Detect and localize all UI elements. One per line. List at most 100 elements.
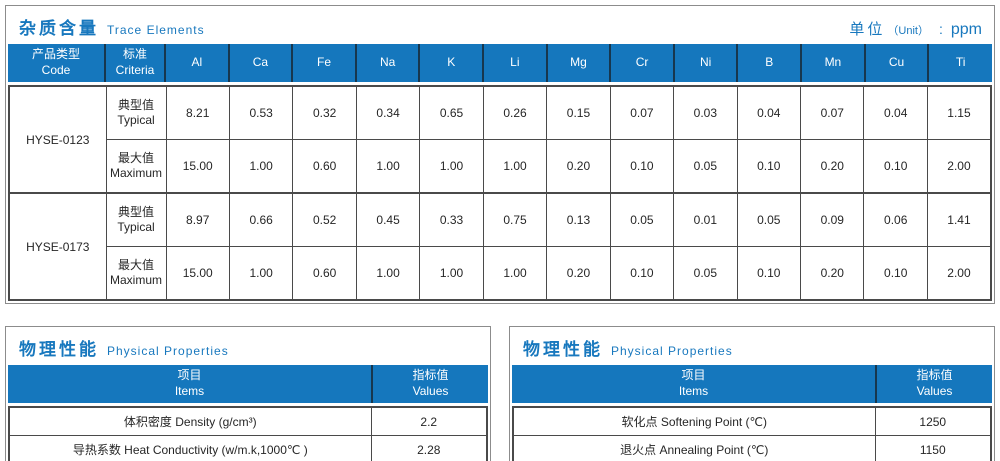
col-header-code-cn: 产品类型 [31, 47, 80, 61]
table-row: 最大值 Maximum 15.00 1.00 0.60 1.00 1.00 1.… [9, 246, 992, 301]
value-cell: 15.00 [165, 139, 230, 194]
value-cell: 0.32 [292, 85, 357, 141]
physical-left-header: 项目 Items 指标值 Values [8, 365, 488, 404]
table-row: HYSE-0123 典型值 Typical 8.21 0.53 0.32 0.3… [8, 85, 992, 194]
criteria-en: Typical [117, 220, 155, 235]
physical-left-title-cn: 物理性能 [19, 340, 99, 360]
col-header-values-en: Values [916, 383, 953, 398]
value-cell: 0.15 [546, 85, 611, 141]
col-header-values: 指标值 Values [372, 365, 488, 404]
unit-value: ppm [950, 21, 982, 38]
col-header-criteria-en: Criteria [115, 62, 155, 77]
physical-left-title: 物理性能 Physical Properties [19, 335, 229, 360]
col-header-values-cn: 指标值 [916, 368, 953, 383]
value-cell: 0.10 [609, 139, 675, 194]
property-item-cell: 体积密度 Density (g/cm³) [8, 406, 372, 437]
physical-right-title-en: Physical Properties [611, 344, 733, 359]
criteria-cn: 最大值 [117, 257, 154, 272]
col-header-element: Cu [864, 44, 930, 83]
col-header-items-cn: 项目 [681, 368, 706, 383]
value-cell: 0.10 [736, 246, 802, 301]
value-cell: 0.05 [736, 192, 802, 248]
physical-right-body: 软化点 Softening Point (℃) 1250 退火点 Anneali… [512, 406, 992, 461]
value-cell: 0.65 [419, 85, 484, 141]
physical-left-body: 体积密度 Density (g/cm³) 2.2 导热系数 Heat Condu… [8, 406, 488, 461]
col-header-code-en: Code [41, 62, 71, 77]
physical-properties-left-section: 物理性能 Physical Properties 项目 Items 指标值 Val… [5, 326, 491, 461]
property-item-cell: 导热系数 Heat Conductivity (w/m.k,1000℃ ) [8, 435, 372, 461]
criteria-cell: 典型值 Typical [105, 85, 167, 141]
table-row: 最大值 Maximum 15.00 1.00 0.60 1.00 1.00 1.… [9, 139, 992, 194]
col-header-criteria-cn: 标准 [122, 47, 147, 61]
trace-title-cn: 杂质含量 [19, 19, 99, 38]
col-header-items-en: Items [174, 383, 205, 398]
value-cell: 0.34 [355, 85, 421, 141]
value-cell: 0.20 [546, 246, 611, 301]
value-cell: 0.06 [863, 192, 928, 248]
value-cell: 0.52 [292, 192, 357, 248]
criteria-cn: 典型值 [117, 204, 154, 219]
value-cell: 0.66 [228, 192, 294, 248]
col-header-element: B [737, 44, 803, 83]
criteria-en: Maximum [109, 166, 162, 181]
property-value-cell: 2.28 [370, 435, 488, 461]
value-cell: 8.21 [165, 85, 230, 141]
physical-properties-right-section: 物理性能 Physical Properties 项目 Items 指标值 Val… [509, 326, 995, 461]
trace-table-body: HYSE-0123 典型值 Typical 8.21 0.53 0.32 0.3… [8, 85, 992, 301]
col-header-element: Ca [228, 44, 294, 83]
product-code-cell: HYSE-0123 [8, 85, 107, 194]
property-value-cell: 1250 [874, 406, 992, 437]
value-cell: 0.10 [609, 246, 675, 301]
col-header-items: 项目 Items [8, 365, 373, 404]
value-cell: 0.26 [482, 85, 548, 141]
value-cell: 1.00 [228, 246, 294, 301]
value-cell: 0.10 [863, 246, 928, 301]
trace-title-bar: 杂质含量 Trace Elements 单位 （Unit）: ppm [6, 6, 994, 44]
property-item-cell: 退火点 Annealing Point (℃) [512, 435, 876, 461]
unit-label: 单位 （Unit）: ppm [849, 18, 982, 39]
property-item-cell: 软化点 Softening Point (℃) [512, 406, 876, 437]
value-cell: 1.15 [926, 85, 992, 141]
value-cell: 0.04 [736, 85, 802, 141]
value-cell: 0.60 [292, 246, 357, 301]
col-header-element: Na [355, 44, 421, 83]
col-header-element: Mn [801, 44, 866, 83]
col-header-element: Li [483, 44, 548, 83]
value-cell: 1.00 [355, 246, 421, 301]
trace-table-header: 产品类型 Code 标准 Criteria Al Ca Fe Na K Li M… [8, 44, 992, 83]
col-header-element: Fe [292, 44, 357, 83]
col-header-code: 产品类型 Code [8, 44, 106, 83]
criteria-en: Maximum [109, 273, 162, 288]
value-cell: 1.00 [419, 139, 484, 194]
col-header-element: Mg [546, 44, 612, 83]
value-cell: 0.60 [292, 139, 357, 194]
value-cell: 0.05 [673, 246, 738, 301]
col-header-items: 项目 Items [512, 365, 877, 404]
value-cell: 2.00 [926, 246, 992, 301]
physical-right-title-cn: 物理性能 [523, 340, 603, 360]
value-cell: 0.07 [800, 85, 865, 141]
physical-left-title-bar: 物理性能 Physical Properties [6, 327, 490, 365]
value-cell: 15.00 [165, 246, 230, 301]
col-header-element: Ni [673, 44, 739, 83]
value-cell: 0.13 [546, 192, 611, 248]
table-row: 退火点 Annealing Point (℃) 1150 [512, 435, 992, 461]
value-cell: 1.00 [355, 139, 421, 194]
table-row: 软化点 Softening Point (℃) 1250 [512, 406, 992, 437]
product-group: HYSE-0173 典型值 Typical 8.97 0.66 0.52 0.4… [8, 192, 992, 301]
product-group: HYSE-0123 典型值 Typical 8.21 0.53 0.32 0.3… [8, 85, 992, 194]
value-cell: 0.20 [546, 139, 611, 194]
criteria-cell: 典型值 Typical [105, 192, 167, 248]
col-header-values: 指标值 Values [876, 365, 992, 404]
trace-elements-section: 杂质含量 Trace Elements 单位 （Unit）: ppm 产品类型 Cod… [5, 5, 995, 305]
col-header-element: Cr [610, 44, 675, 83]
value-cell: 0.53 [228, 85, 294, 141]
physical-left-title-en: Physical Properties [107, 344, 229, 359]
col-header-values-en: Values [412, 383, 449, 398]
value-cell: 0.45 [355, 192, 421, 248]
criteria-cell: 最大值 Maximum [105, 246, 167, 301]
unit-label-en: （Unit） [887, 25, 929, 37]
col-header-element: Ti [928, 44, 992, 83]
value-cell: 0.33 [419, 192, 484, 248]
trace-title-en: Trace Elements [107, 23, 205, 37]
